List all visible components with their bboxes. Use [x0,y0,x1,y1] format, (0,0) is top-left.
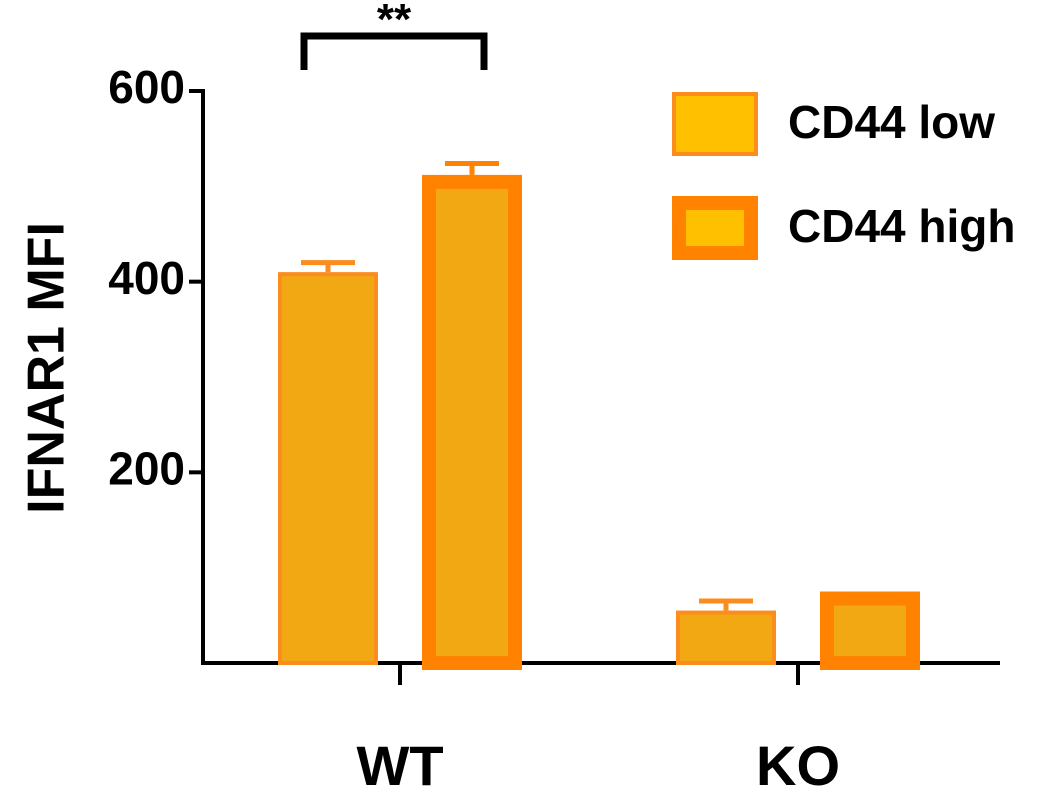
plot-area: 200 400 600 WT KO ** [108,0,1000,797]
legend-label: CD44 low [788,96,995,148]
y-tick-label: 400 [108,252,185,304]
x-tick-label: WT [356,734,443,797]
bar-cd44-low-wt [278,272,378,665]
legend-label: CD44 high [788,200,1015,252]
significance-bracket [300,32,488,70]
bar-cd44-low-ko [676,610,776,665]
legend-swatch-cd44-low [672,92,758,156]
legend-swatch-cd44-high [672,196,758,260]
y-tick-label: 600 [108,61,185,113]
y-tick-label: 200 [108,442,185,494]
bar-cd44-high-ko [820,591,920,670]
x-tick-label: KO [756,734,840,797]
legend: CD44 low CD44 high [672,92,1015,260]
bar-cd44-high-wt [422,174,522,670]
significance-label: ** [377,0,412,44]
y-axis-title: IFNAR1 MFI [18,222,76,514]
